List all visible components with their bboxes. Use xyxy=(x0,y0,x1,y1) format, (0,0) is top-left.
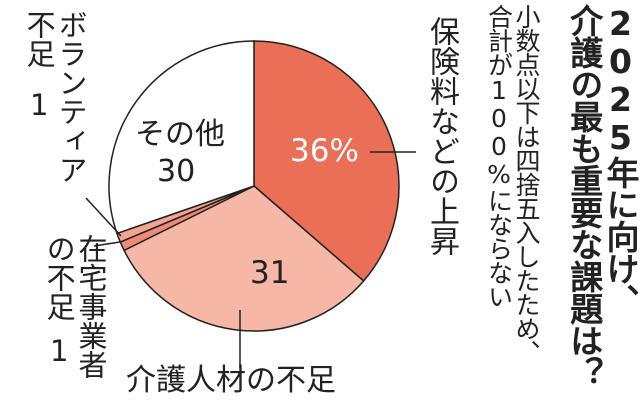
category-label: 保険料などの上昇 xyxy=(424,16,459,256)
leader-line xyxy=(85,197,122,237)
pie-slice xyxy=(108,40,255,235)
pie-slice xyxy=(123,185,365,332)
leader-line xyxy=(93,241,121,247)
category-label: ボランティア 不足 xyxy=(22,10,88,184)
category-label: 介護人材の不足 xyxy=(126,363,336,398)
category-label: 在宅事業者 の不足 xyxy=(42,234,108,379)
chart-title: 2025年に向け、 介護の最も重要な課題は？ xyxy=(564,4,640,388)
value-label: 36% xyxy=(290,133,359,169)
value-label: 31 xyxy=(250,255,290,291)
value-label: 1 xyxy=(30,88,49,122)
value-label: 1 xyxy=(50,334,69,368)
value-label: 30 xyxy=(157,154,196,189)
category-label: その他 xyxy=(135,117,225,152)
pie-slice xyxy=(253,40,400,283)
chart-subtitle: 小数点以下は四捨五入したため、 合計が100%にならない xyxy=(484,4,542,364)
